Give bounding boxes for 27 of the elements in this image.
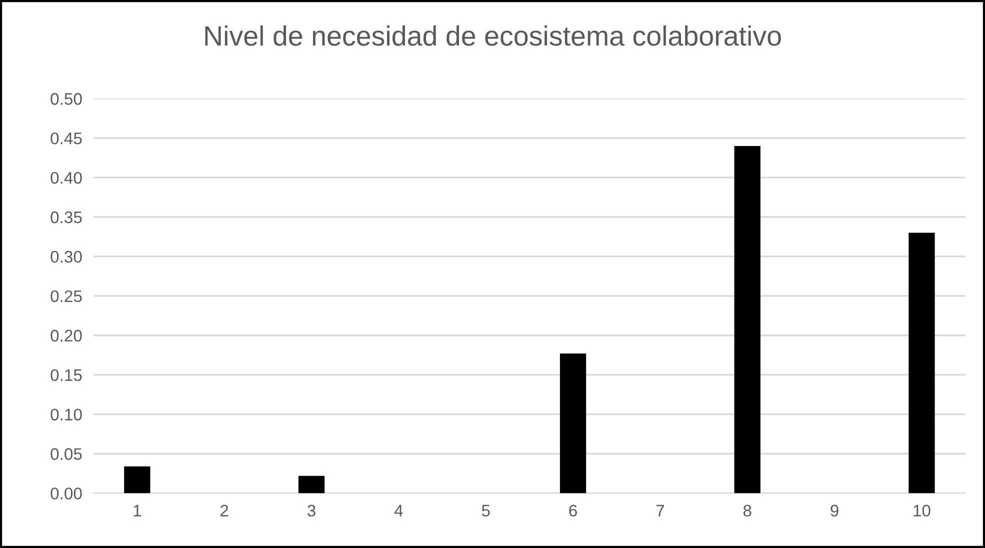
- x-tick-label: 9: [830, 504, 838, 517]
- bar: [734, 146, 760, 494]
- y-tick-label: 0.50: [50, 93, 82, 105]
- y-tick-label: 0.05: [50, 448, 82, 460]
- x-tick-label: 8: [743, 504, 752, 517]
- x-tick-label: 1: [134, 504, 141, 516]
- chart-title: Nivel de necesidad de ecosistema colaborativo: [205, 25, 781, 46]
- x-tick-label: 3: [308, 504, 316, 517]
- bar: [560, 354, 586, 494]
- y-tick-label: 0.20: [50, 330, 82, 342]
- bar: [908, 232, 935, 494]
- bar: [124, 466, 150, 494]
- x-tick-label: 4: [394, 504, 403, 516]
- y-tick-label: 0.45: [50, 132, 82, 144]
- y-tick-label: 0.35: [50, 211, 82, 224]
- y-tick-label: 0.00: [50, 488, 82, 500]
- y-tick-label: 0.30: [50, 250, 82, 263]
- y-tick-label: 0.40: [50, 172, 82, 184]
- x-tick-label: 5: [482, 504, 490, 517]
- y-tick-label: 0.15: [50, 369, 82, 382]
- x-tick-label: 10: [914, 504, 930, 517]
- y-tick-label: 0.25: [50, 290, 82, 302]
- y-tick-label: 0.10: [50, 408, 82, 420]
- bar: [298, 476, 325, 494]
- x-tick-label: 2: [220, 504, 228, 516]
- x-tick-label: 7: [656, 504, 664, 516]
- x-tick-label: 6: [569, 504, 577, 517]
